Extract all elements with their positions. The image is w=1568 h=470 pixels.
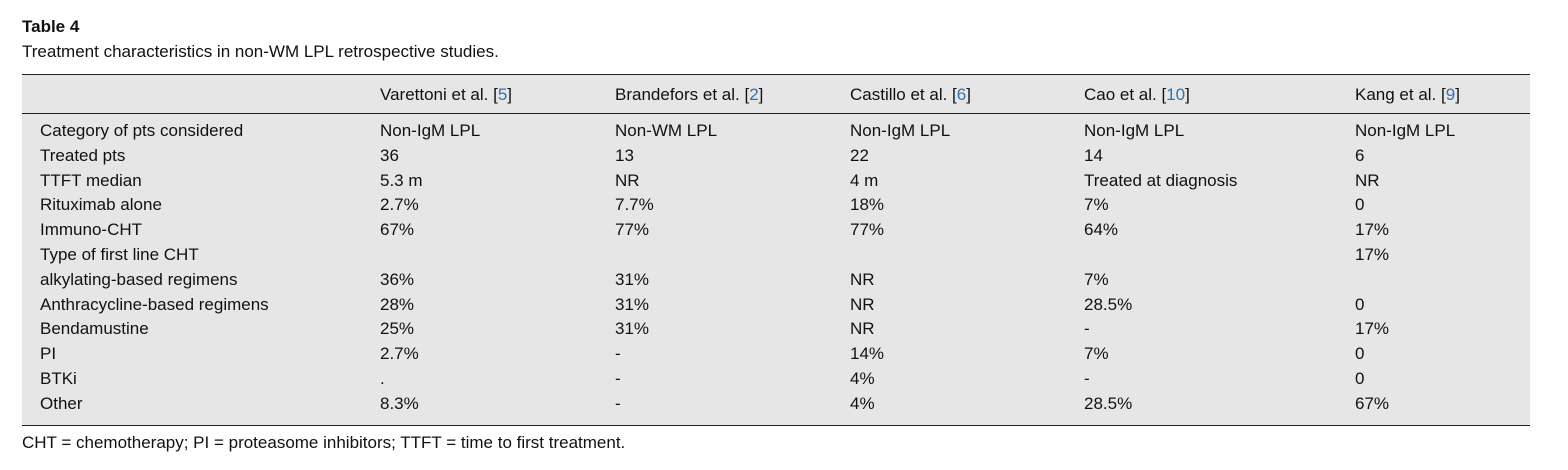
table-cell: 0 — [1355, 344, 1365, 364]
row-label: Treated pts — [40, 145, 126, 165]
table-cell: 5.3 m — [380, 170, 423, 190]
table-cell: - — [615, 393, 621, 413]
table-cell: 7% — [1084, 269, 1109, 289]
table-cell: 0 — [1355, 294, 1365, 314]
table-cell: NR — [615, 170, 640, 190]
table-cell: 2.7% — [380, 195, 419, 215]
reference-link[interactable]: 6 — [956, 85, 967, 104]
column-header: Brandefors et al. [2] — [615, 85, 763, 105]
table-cell: 64% — [1084, 220, 1119, 240]
row-label: Bendamustine — [40, 319, 149, 339]
table-cell: NR — [1355, 170, 1380, 190]
table-cell: NR — [850, 294, 875, 314]
column-header-name: Brandefors et al. [ — [615, 85, 750, 104]
reference-link[interactable]: 10 — [1166, 85, 1186, 104]
table-cell: 0 — [1355, 369, 1365, 388]
table-cell: 18% — [850, 195, 885, 215]
table-cell: 28.5% — [1084, 393, 1133, 413]
table-cell: 7% — [1084, 195, 1109, 215]
table-cell: - — [1084, 369, 1090, 388]
table-cell: 22 — [850, 145, 869, 165]
reference-bracket: ] — [1185, 85, 1190, 104]
column-header-name: Varettoni et al. [ — [380, 85, 498, 104]
table-cell: 31% — [615, 294, 650, 314]
table-cell: Non-WM LPL — [615, 121, 718, 140]
reference-bracket: ] — [1455, 85, 1460, 104]
table-cell: 14% — [850, 344, 885, 364]
table-cell: Non-IgM LPL — [380, 121, 481, 140]
table-cell: 4 m — [850, 170, 879, 190]
table-cell: 4% — [850, 369, 875, 388]
column-header-name: Castillo et al. [ — [850, 85, 957, 104]
row-label: BTKi — [40, 369, 77, 388]
reference-link[interactable]: 9 — [1445, 85, 1456, 104]
table-cell: 8.3% — [380, 393, 419, 413]
table-cell: 31% — [615, 319, 650, 339]
table-footnote: CHT = chemotherapy; PI = proteasome inhi… — [22, 433, 626, 452]
table-cell: 36% — [380, 269, 415, 289]
row-label: Immuno-CHT — [40, 220, 143, 240]
table-cell: 77% — [850, 220, 885, 240]
table-cell: 17% — [1355, 319, 1390, 339]
reference-bracket: ] — [758, 85, 764, 104]
table-cell: NR — [850, 269, 875, 289]
table-cell: 14 — [1084, 145, 1103, 165]
reference-bracket: ] — [966, 85, 971, 104]
table-cell: 7.7% — [615, 195, 654, 215]
table-cell: 77% — [615, 220, 650, 240]
table-cell: NR — [850, 319, 875, 339]
row-label: Other — [40, 393, 83, 413]
table-cell: 28% — [380, 294, 415, 314]
table-cell: 2.7% — [380, 344, 419, 364]
table-cell: 7% — [1084, 344, 1109, 364]
reference-link[interactable]: 5 — [497, 85, 508, 104]
table-cell: Treated at diagnosis — [1084, 170, 1238, 190]
column-header-name: Kang et al. [ — [1355, 85, 1446, 104]
table-cell: 25% — [380, 319, 415, 339]
table-cell: - — [615, 369, 621, 388]
row-label: Anthracycline-based regimens — [40, 294, 269, 314]
column-header-name: Cao et al. [ — [1084, 85, 1167, 104]
row-label: PI — [40, 344, 57, 364]
row-label: Category of pts considered — [40, 121, 244, 140]
table-cell: 67% — [1355, 393, 1390, 413]
column-header: Castillo et al. [6] — [850, 85, 971, 105]
table-cell: 28.5% — [1084, 294, 1133, 314]
table-cell: 13 — [615, 145, 634, 165]
row-label: TTFT median — [40, 170, 142, 190]
reference-bracket: ] — [507, 85, 513, 104]
row-label: alkylating-based regimens — [40, 269, 238, 289]
table-cell: . — [380, 369, 385, 388]
table-cell: 36 — [380, 145, 399, 165]
table-cell: 17% — [1355, 220, 1390, 240]
table-cell: Non-IgM LPL — [850, 121, 951, 140]
row-label: Rituximab alone — [40, 195, 162, 215]
data-table: Varettoni et al. [5] Brandefors et al. [2… — [22, 74, 1530, 426]
row-label: Type of first line CHT — [40, 245, 199, 264]
table-cell: 0 — [1355, 195, 1365, 215]
column-header: Cao et al. [10] — [1084, 85, 1190, 105]
table-caption-label: Table 4 — [22, 17, 80, 36]
table-cell: 67% — [380, 220, 415, 240]
column-header: Varettoni et al. [5] — [380, 85, 512, 105]
table-cell: 4% — [850, 393, 875, 413]
table-cell: 31% — [615, 269, 650, 289]
reference-link[interactable]: 2 — [749, 85, 759, 104]
table-cell: - — [615, 344, 621, 364]
table-cell: Non-IgM LPL — [1084, 121, 1185, 140]
header-divider — [22, 113, 1530, 114]
table-cell: 17% — [1355, 245, 1390, 264]
table-cell: - — [1084, 319, 1090, 339]
table-cell: Non-IgM LPL — [1355, 121, 1456, 140]
column-header: Kang et al. [9] — [1355, 85, 1460, 105]
table-cell: 6 — [1355, 145, 1365, 165]
table-caption-text: Treatment characteristics in non-WM LPL … — [22, 42, 499, 61]
